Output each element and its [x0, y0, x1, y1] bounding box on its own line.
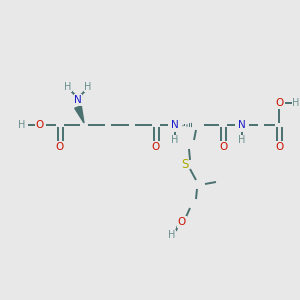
Text: O: O	[219, 142, 227, 152]
Text: O: O	[36, 120, 44, 130]
Text: O: O	[152, 142, 160, 152]
Text: N: N	[171, 120, 179, 130]
Text: H: H	[168, 230, 176, 240]
Text: H: H	[84, 82, 92, 92]
Text: O: O	[275, 142, 283, 152]
Text: S: S	[181, 158, 189, 172]
Text: H: H	[64, 82, 72, 92]
Text: H: H	[171, 135, 179, 145]
Text: H: H	[238, 135, 246, 145]
Text: N: N	[238, 120, 246, 130]
Text: H: H	[18, 120, 26, 130]
Text: N: N	[74, 95, 82, 105]
Polygon shape	[75, 106, 84, 123]
Text: O: O	[275, 98, 283, 108]
Text: O: O	[178, 217, 186, 227]
Text: H: H	[292, 98, 300, 108]
Text: O: O	[56, 142, 64, 152]
